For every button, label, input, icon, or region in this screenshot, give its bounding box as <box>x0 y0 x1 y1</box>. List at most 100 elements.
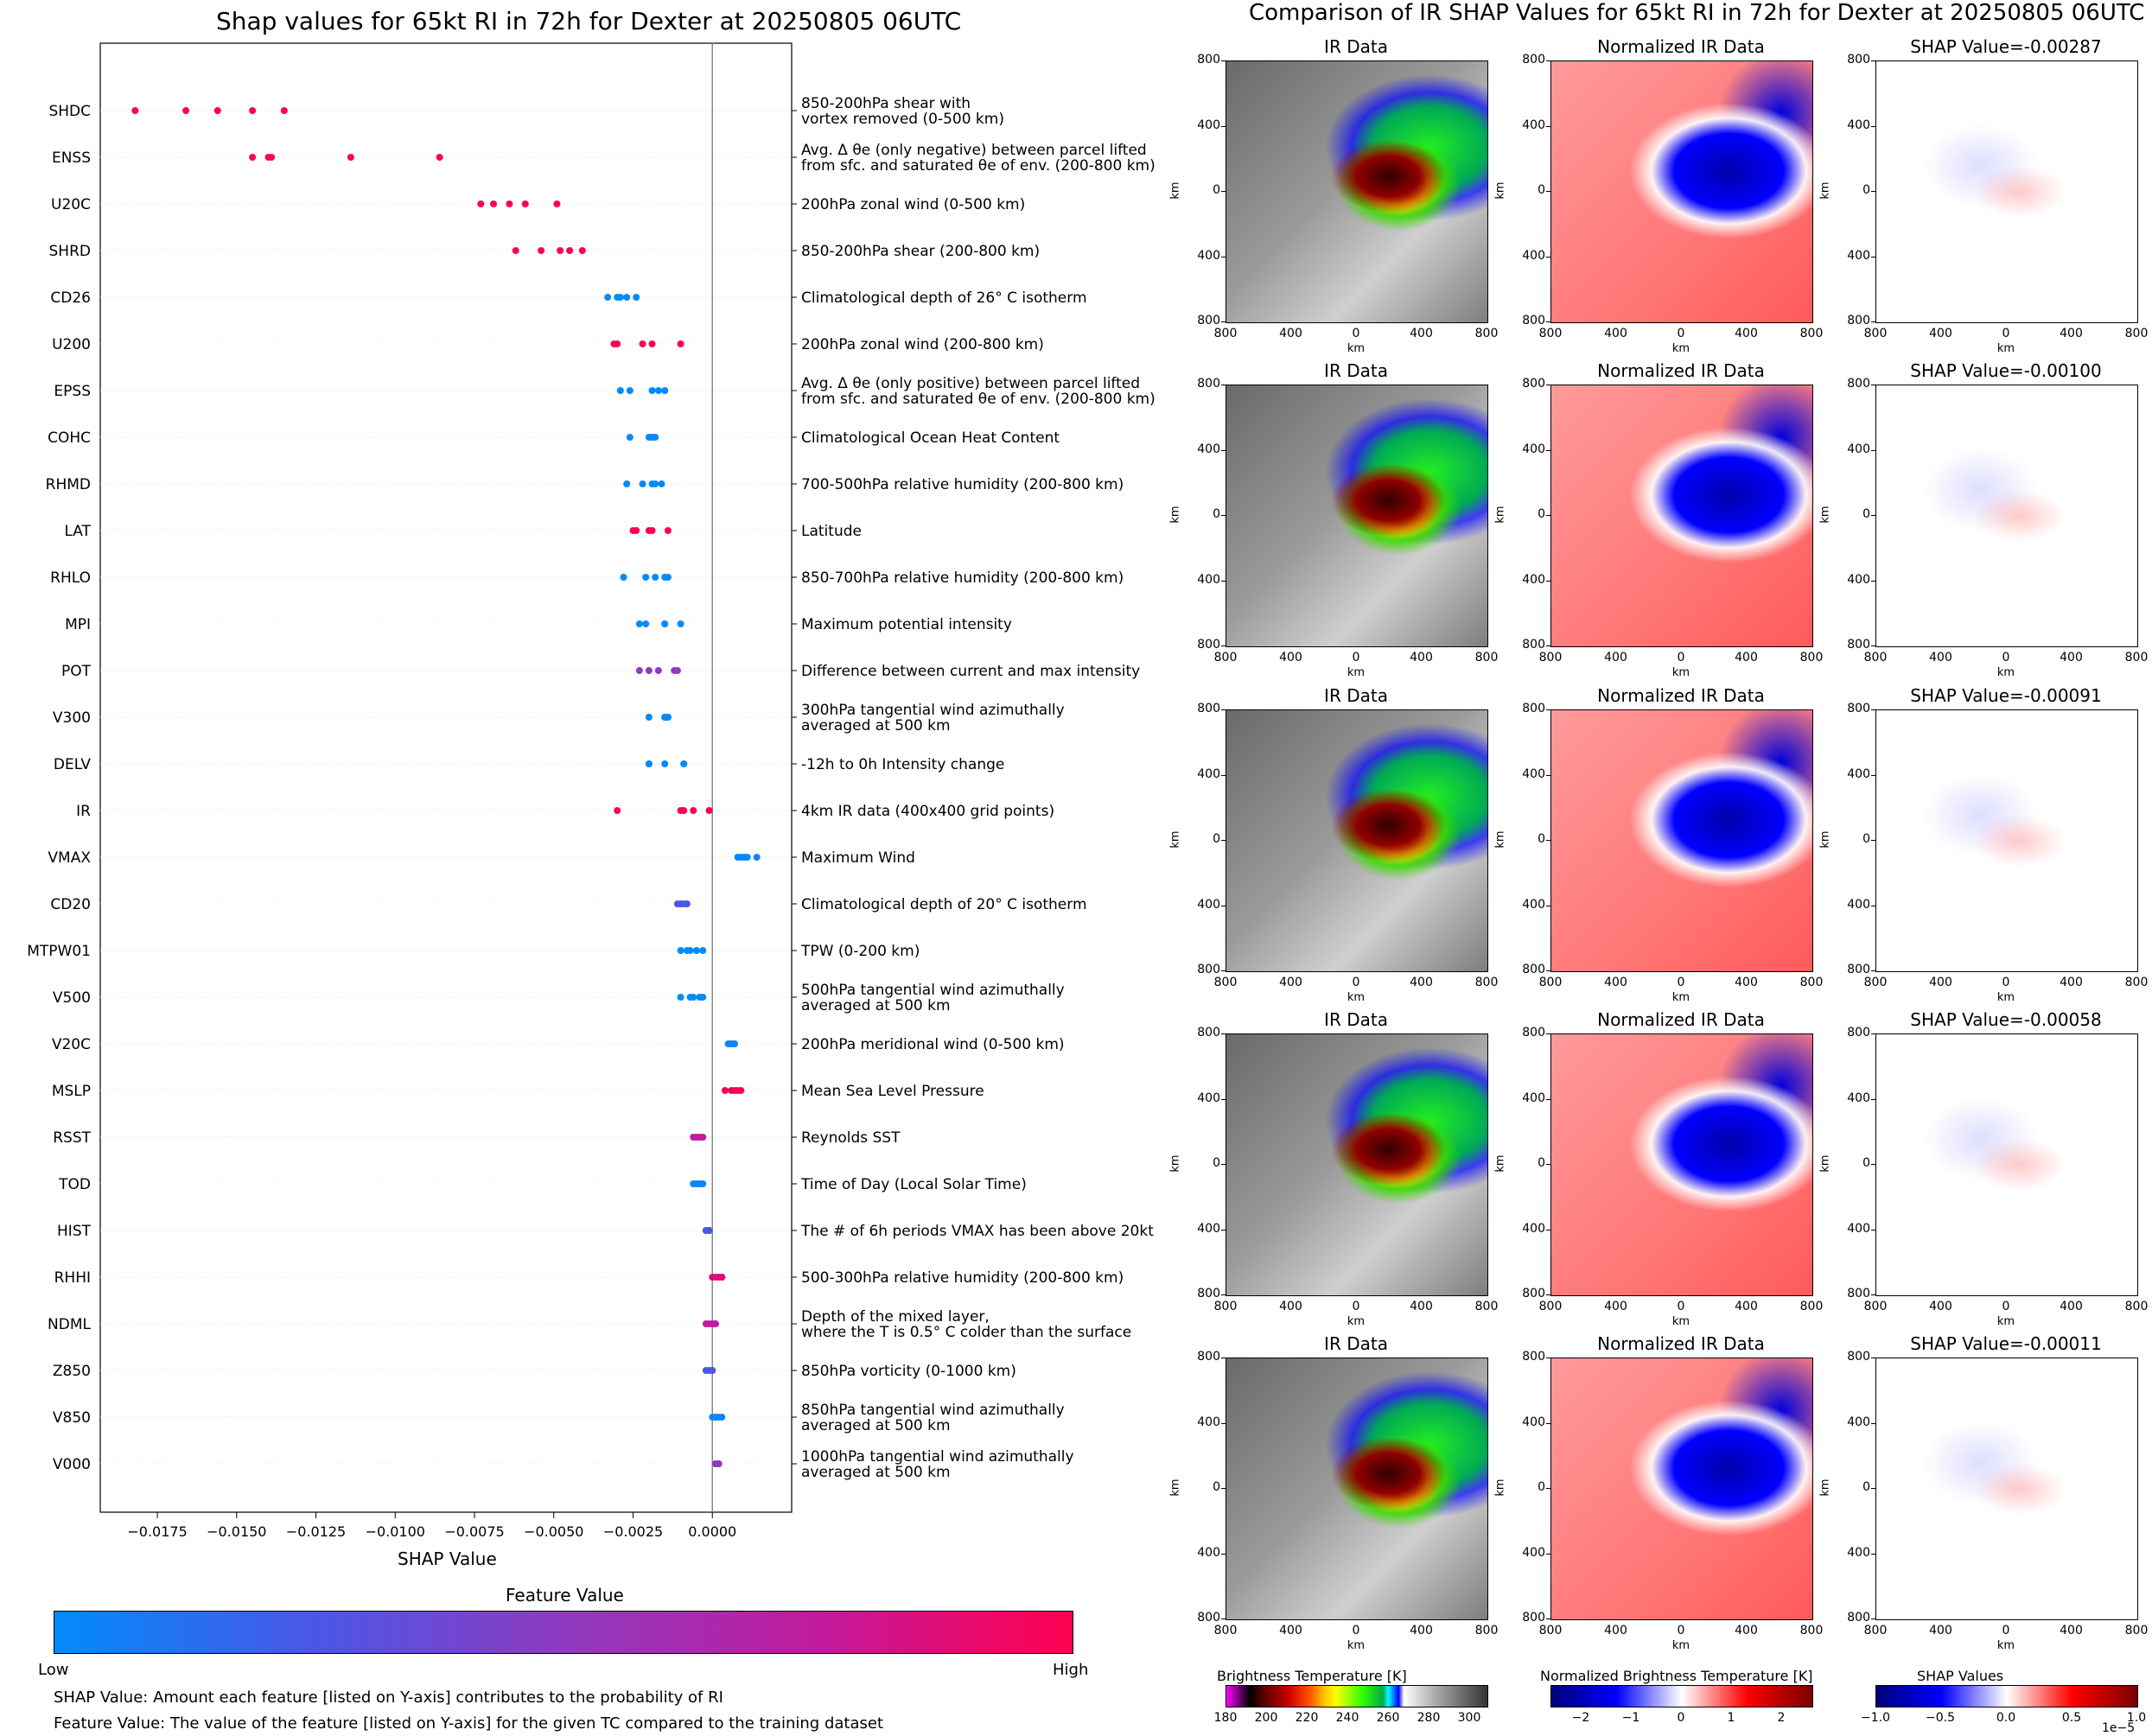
y-axis-unit: km <box>1493 830 1507 849</box>
x-tick-label: 400 <box>1410 1624 1433 1637</box>
shap-point <box>436 154 443 161</box>
y-tick <box>1221 449 1226 451</box>
feature-name-label: IR <box>76 803 91 820</box>
y-tick <box>1871 774 1875 776</box>
ir-image <box>1226 1358 1488 1620</box>
colorbar-tick-label: −0.5 <box>1926 1711 1955 1725</box>
y-tick-label: 400 <box>1847 766 1870 781</box>
shap-colorbar-ticks: −1.0 −0.5 0.0 0.5 1.0 <box>1861 1709 2146 1730</box>
feature-description-label: averaged at 500 km <box>801 717 951 734</box>
x-tick-label: 800 <box>2124 1624 2149 1637</box>
y-axis-unit: km <box>1493 1478 1507 1497</box>
x-axis-unit: km <box>1996 666 2015 679</box>
colorbar-tick-label: 180 <box>1213 1711 1238 1725</box>
feature-description-label: Difference between current and max inten… <box>801 663 1140 680</box>
y-tick-label: 800 <box>1197 702 1220 715</box>
x-tick-label: 800 <box>1213 976 1238 989</box>
y-tick-label: 800 <box>1847 1026 1870 1040</box>
y-tick-label: 800 <box>1847 963 1870 976</box>
shap-point <box>718 1414 726 1421</box>
shap-panel-title: SHAP Value=-0.00287 <box>1910 36 2102 57</box>
x-axis-ticks: −0.0175 −0.0150 −0.0125 −0.0100 −0.0075 −0.00… <box>127 1512 736 1540</box>
shap-point <box>642 620 650 627</box>
x-tick-label: 800 <box>1213 651 1238 665</box>
shap-point <box>715 1460 723 1467</box>
shap-point <box>642 574 650 581</box>
y-axis-unit: km <box>1818 181 1832 200</box>
shap-point <box>648 527 656 534</box>
y-tick <box>1546 1033 1550 1034</box>
x-tick-label: 800 <box>1863 1300 1888 1313</box>
x-tick-label: 0 <box>1352 327 1360 340</box>
shap-point <box>699 947 707 954</box>
feature-description-label: where the T is 0.5° C colder than the su… <box>801 1324 1131 1341</box>
y-tick <box>1546 1098 1550 1100</box>
panel-title: IR Data <box>1324 685 1388 706</box>
y-tick-label: 400 <box>1197 442 1220 456</box>
y-tick <box>1221 1553 1226 1555</box>
feature-description-label: 200hPa zonal wind (200-800 km) <box>801 336 1044 353</box>
y-tick <box>1871 1422 1875 1424</box>
colorbar-tick-label: −2 <box>1571 1711 1590 1725</box>
panel-title: IR Data <box>1324 360 1388 381</box>
y-tick <box>1871 645 1875 646</box>
feature-description-label: Climatological depth of 26° C isotherm <box>801 289 1087 307</box>
shap-point <box>490 200 498 207</box>
feature-name-label: CD20 <box>50 896 91 913</box>
feature-name-label: TOD <box>58 1176 91 1193</box>
y-tick-label: 0 <box>1862 832 1870 846</box>
panel-title: IR Data <box>1324 36 1388 57</box>
y-tick <box>1871 125 1875 127</box>
shap-beeswarm-chart: SHDC ENSS U20C SHRD CD26 U200 EPSS COHC RHMD LAT R… <box>27 42 1156 1540</box>
y-tick <box>1546 709 1550 710</box>
y-tick <box>1871 1033 1875 1034</box>
y-tick <box>1546 580 1550 582</box>
x-tick-label: 800 <box>1474 327 1499 340</box>
x-tick-label: 800 <box>1474 976 1499 989</box>
x-axis-unit: km <box>1996 991 2015 1004</box>
feature-name-label: NDML <box>48 1316 91 1333</box>
normalized-ir-image <box>1550 1358 1813 1620</box>
feature-description-label: 4km IR data (400x400 grid points) <box>801 803 1054 820</box>
y-tick-label: 400 <box>1847 442 1870 456</box>
feature-description-label: Depth of the mixed layer, <box>801 1308 990 1326</box>
shap-point <box>620 574 627 581</box>
shap-point <box>249 154 257 161</box>
colorbar-tick-label: 240 <box>1335 1711 1359 1725</box>
x-tick-label: 400 <box>2060 1300 2083 1313</box>
x-tick-label: 0 <box>1677 1300 1685 1313</box>
shap-point <box>661 620 669 627</box>
x-tick-label: 400 <box>1604 327 1627 340</box>
shap-point <box>614 807 621 814</box>
shap-point <box>664 714 672 721</box>
y-tick-label: 400 <box>1197 118 1220 132</box>
x-tick-label: −0.0175 <box>127 1523 187 1540</box>
x-tick-label: 800 <box>1863 651 1888 665</box>
feature-description-label: Avg. Δ θe (only negative) between parcel… <box>801 142 1147 159</box>
shap-point <box>699 1180 707 1187</box>
y-tick-label: 400 <box>1847 1545 1870 1560</box>
feature-name-label: RHMD <box>46 476 91 493</box>
feature-name-label: RHHI <box>54 1269 91 1287</box>
y-tick <box>1221 1164 1226 1165</box>
shap-point <box>213 107 221 114</box>
y-tick-label: 0 <box>1862 1480 1870 1494</box>
panel-title: Normalized IR Data <box>1597 685 1765 706</box>
x-tick-label: −0.0075 <box>444 1523 504 1540</box>
x-tick-label: 800 <box>1213 1300 1238 1313</box>
colorbar-tick-label: 300 <box>1457 1711 1481 1725</box>
feature-description-label: Climatological Ocean Heat Content <box>801 429 1060 447</box>
panel-title: Normalized IR Data <box>1597 1009 1765 1030</box>
y-tick <box>1221 840 1226 841</box>
x-tick-label: 400 <box>1604 976 1627 989</box>
shap-point <box>648 387 656 394</box>
y-tick <box>1871 970 1875 971</box>
x-tick-label: −0.0150 <box>207 1523 266 1540</box>
y-tick-label: 800 <box>1847 377 1870 391</box>
shap-point <box>658 480 665 487</box>
feature-description-label: The # of 6h periods VMAX has been above … <box>800 1223 1154 1240</box>
feature-name-label: V500 <box>53 989 91 1007</box>
y-tick <box>1221 125 1226 127</box>
shap-point <box>626 387 634 394</box>
x-tick-label: 400 <box>1929 651 1952 665</box>
